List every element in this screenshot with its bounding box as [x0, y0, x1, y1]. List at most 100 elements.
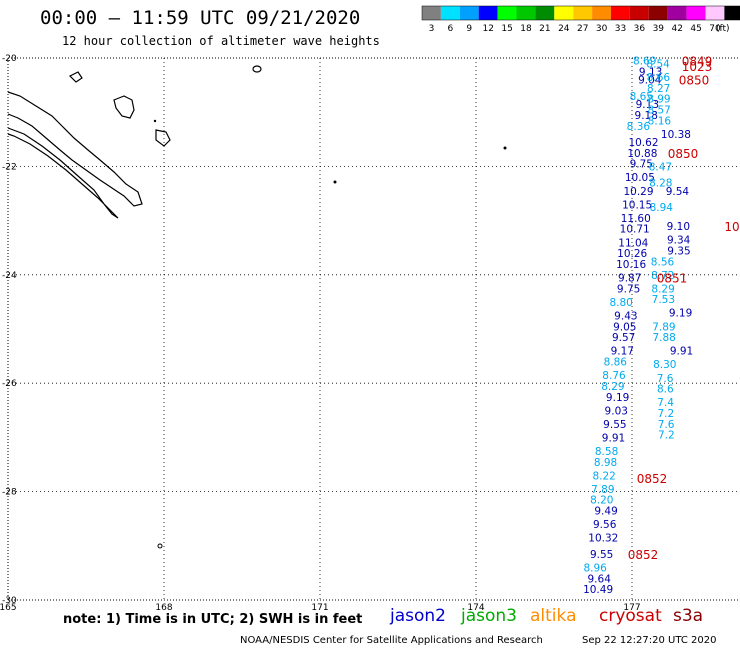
- wave-height-label: 8.36: [627, 121, 651, 133]
- legend-label: 33: [615, 24, 626, 34]
- legend-label: 36: [634, 24, 646, 34]
- legend-label: 70: [709, 24, 721, 34]
- wave-height-label: 8.72: [651, 270, 674, 282]
- pass-time-label: 0852: [637, 472, 668, 486]
- legend-label: 3: [429, 24, 435, 34]
- wave-height-label: 9.43: [614, 310, 637, 322]
- legend-swatch: [535, 6, 555, 20]
- pass-time-label: 0852: [628, 548, 659, 562]
- altimeter-tracks: 9.139.049.139.1810.6210.889.7510.0510.29…: [583, 55, 740, 596]
- wave-height-label: 9.05: [613, 321, 636, 333]
- wave-height-label: 10.71: [620, 224, 650, 236]
- wave-height-label: 9.87: [618, 273, 641, 285]
- lat-tick-label: -26: [2, 379, 17, 389]
- page-title: 00:00 – 11:59 UTC 09/21/2020: [40, 7, 361, 29]
- wave-height-label: 8.57: [647, 104, 670, 116]
- wave-height-label: 9.55: [603, 419, 626, 431]
- wave-height-label: 8.86: [604, 357, 628, 369]
- map-frame: [7, 57, 740, 601]
- wave-height-label: 8.69: [633, 56, 656, 68]
- wave-height-label: 8.54: [646, 58, 670, 70]
- wave-height-label: 8.80: [609, 297, 632, 309]
- lat-tick-label: -30: [2, 596, 17, 606]
- wave-height-label: 9.34: [667, 235, 691, 247]
- wave-height-label: 7.89: [591, 484, 614, 496]
- islet-tiga: [153, 119, 157, 123]
- wave-height-label: 8.29: [601, 381, 624, 393]
- wave-height-label: 9.55: [590, 549, 613, 561]
- wave-height-label: 9.13: [636, 99, 659, 111]
- pass-time-label: 0850: [668, 147, 699, 161]
- wave-height-label: 7.6: [658, 419, 675, 431]
- lon-tick-label: 168: [155, 603, 172, 613]
- legend-label: 15: [501, 24, 512, 34]
- wave-height-label: 7.4: [657, 397, 674, 409]
- wave-height-label: 9.17: [611, 346, 634, 358]
- islet-hunter: [333, 180, 337, 184]
- coastline: [7, 65, 507, 549]
- wave-height-label: 8.47: [649, 161, 672, 173]
- legend-swatch: [516, 6, 536, 20]
- wave-height-label: 9.64: [588, 573, 612, 585]
- wave-height-label: 9.75: [630, 159, 653, 171]
- wave-height-label: 10.32: [588, 533, 618, 545]
- legend-swatch: [686, 6, 706, 20]
- lat-tick-label: -22: [2, 162, 17, 172]
- lat-tick-label: -20: [2, 54, 17, 64]
- satellite-legend-altika: altika: [530, 606, 577, 626]
- islet-walpole: [252, 65, 262, 73]
- legend-label: 45: [690, 24, 701, 34]
- wave-height-label: 10.26: [617, 248, 647, 260]
- wave-height-label: 10.49: [583, 584, 613, 596]
- wave-height-label: 7.2: [658, 430, 675, 442]
- legend-label: 9: [466, 24, 472, 34]
- wave-height-label: 11.60: [621, 213, 651, 225]
- legend-swatch: [497, 6, 517, 20]
- axis-ticks: 165 168 171 174 177 -20 -22 -24 -26 -28 -30: [0, 54, 641, 613]
- wave-height-label: 8.76: [602, 370, 626, 382]
- pass-time-label: 1023: [682, 60, 713, 74]
- legend-label: 24: [558, 24, 570, 34]
- pass-time-label: 0851: [657, 272, 688, 286]
- wave-height-label: 7.53: [652, 294, 675, 306]
- wave-height-label: 11.04: [618, 237, 648, 249]
- lon-tick-label: 171: [311, 603, 328, 613]
- legend-label: 21: [539, 24, 550, 34]
- lon-tick-label: 177: [623, 603, 640, 613]
- wave-height-label: 10.16: [616, 259, 646, 271]
- islet-matthew: [503, 146, 507, 150]
- credit-line: NOAA/NESDIS Center for Satellite Applica…: [240, 635, 543, 646]
- satellite-legend-jason2: jason2: [390, 606, 446, 626]
- wave-height-label: 9.03: [605, 405, 628, 417]
- lon-tick-label: 174: [467, 603, 484, 613]
- legend-swatch: [422, 6, 441, 20]
- legend-swatch: [629, 6, 649, 20]
- wave-height-label: 7.6: [657, 373, 674, 385]
- color-legend: 3 6 9 12 15 18 21 24 27 30 33 36 39 42 45 70(ft): [421, 5, 740, 34]
- legend-label: 27: [577, 24, 588, 34]
- wave-height-label: 7.2: [658, 408, 675, 420]
- wave-height-label: 9.19: [606, 392, 629, 404]
- wave-height-label: 8.30: [653, 359, 676, 371]
- satellite-legend-s3a: s3a: [673, 606, 704, 626]
- wave-height-label: 9.10: [667, 221, 690, 233]
- wave-height-label: 8.94: [650, 202, 674, 214]
- legend-swatch: [592, 6, 611, 20]
- satellite-legend-cryosat: cryosat: [599, 606, 662, 626]
- legend-swatch: [667, 6, 687, 20]
- islet-north: [68, 71, 83, 83]
- legend-swatch: [724, 6, 740, 20]
- wave-height-label: 9.91: [670, 346, 693, 358]
- legend-label: 6: [448, 24, 454, 34]
- wave-height-label: 10.29: [623, 186, 653, 198]
- wave-height-label: 10.05: [625, 172, 655, 184]
- legend-swatch: [459, 6, 479, 20]
- legend-swatch: [611, 6, 630, 20]
- wave-height-label: 8.22: [592, 470, 615, 482]
- legend-border: [421, 5, 740, 21]
- wave-height-label: 8.28: [649, 178, 672, 190]
- island-lifou: [113, 95, 135, 119]
- lon-tick-label: 165: [0, 603, 17, 613]
